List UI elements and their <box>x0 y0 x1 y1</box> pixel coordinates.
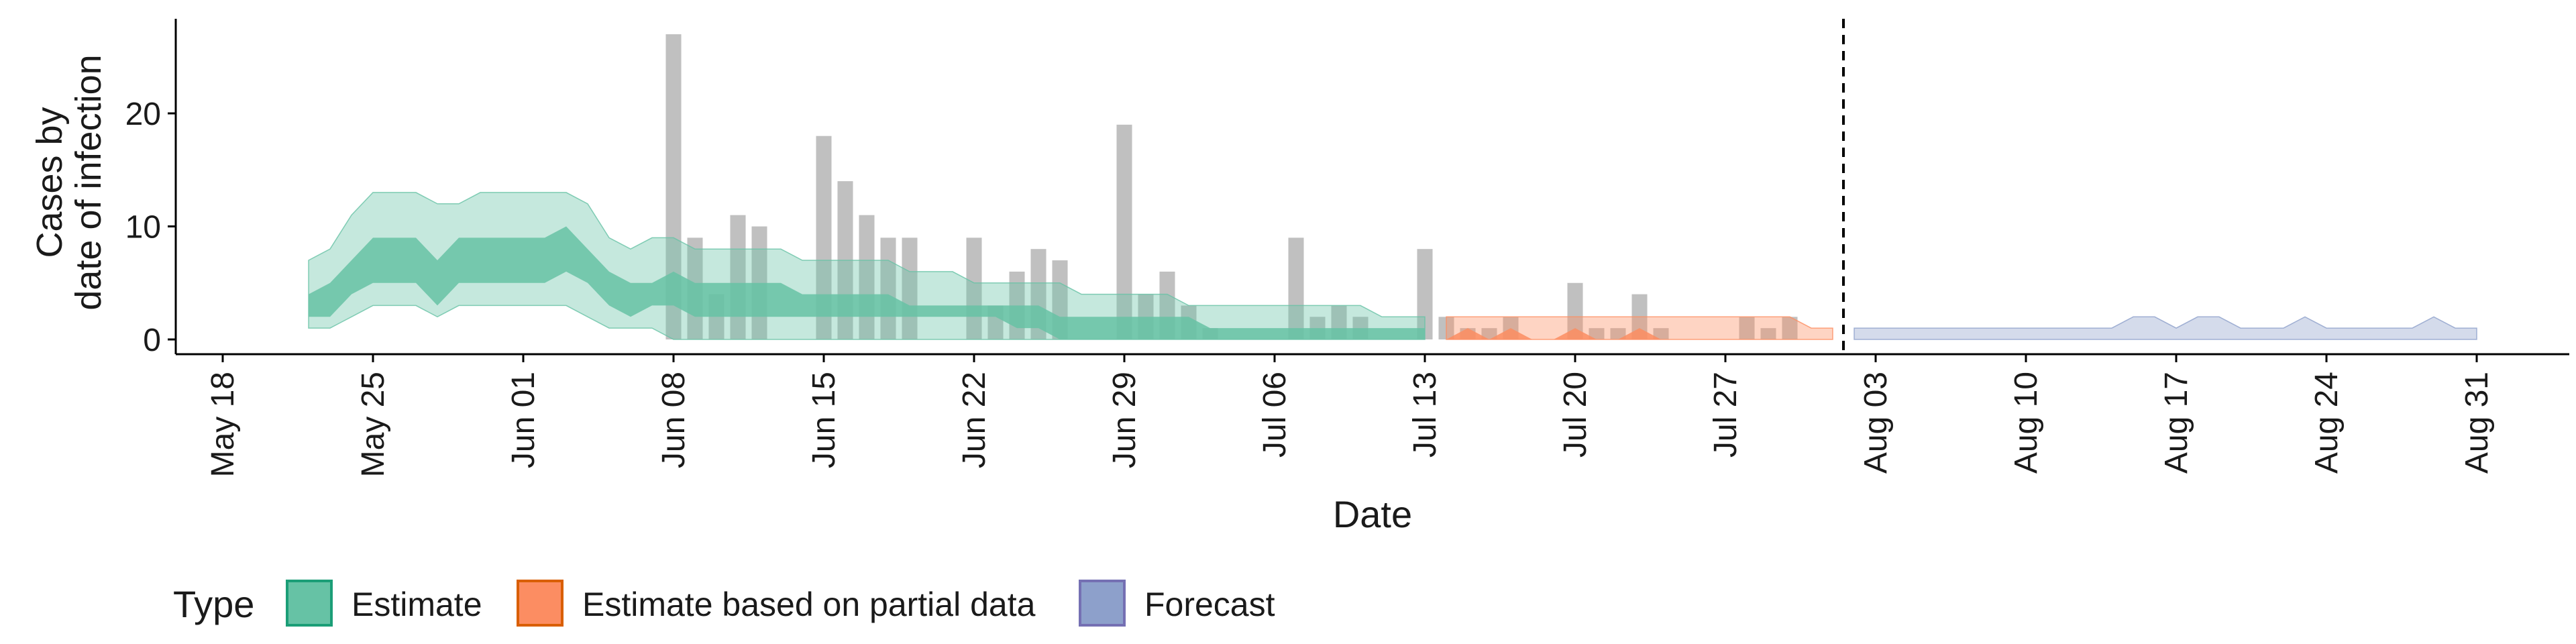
x-tick-label-2020-08-17: Aug 17 <box>2159 372 2194 474</box>
x-tick-label-2020-08-03: Aug 03 <box>1858 372 1894 474</box>
bar-2020-07-28 <box>1739 317 1755 339</box>
legend-label-forecast: Forecast <box>1144 586 1275 623</box>
y-axis-title-line-1: Cases by <box>30 107 70 258</box>
bar-2020-07-16 <box>1481 328 1497 339</box>
bar-2020-07-21 <box>1589 328 1605 339</box>
y-tick-label-20: 20 <box>125 97 161 132</box>
x-tick-label-2020-08-24: Aug 24 <box>2309 372 2345 474</box>
x-tick-label-2020-07-13: Jul 13 <box>1407 372 1443 458</box>
ribbon-layer <box>308 192 2477 340</box>
ribbon-inner-estimate <box>309 226 1425 339</box>
legend-key-forecast <box>1079 580 1126 627</box>
y-tick-label-0: 0 <box>143 323 161 358</box>
legend-title: Type <box>173 583 254 625</box>
bar-2020-07-07 <box>1288 237 1304 339</box>
x-axis-title: Date <box>1333 493 1412 535</box>
x-tick-label-2020-06-15: Jun 15 <box>806 372 842 468</box>
y-axis-title-line-2: date of infection <box>68 54 109 310</box>
y-tick-label-10: 10 <box>125 210 161 246</box>
bar-2020-06-08 <box>665 34 682 340</box>
x-tick-label-2020-05-25: May 25 <box>356 372 391 477</box>
legend: Type Estimate Estimate based on partial d… <box>173 580 1275 627</box>
axes: 0 10 20 May 18 May 25 Jun 01 Jun 08 Jun 15 Jun … <box>125 19 2569 477</box>
x-tick-label-2020-05-18: May 18 <box>205 372 241 477</box>
y-axis-ticks: 0 10 20 <box>125 97 176 358</box>
bar-2020-06-15 <box>816 136 832 339</box>
legend-label-estimate-based-on-partial-data: Estimate based on partial data <box>582 586 1036 623</box>
bar-2020-06-29 <box>1116 124 1132 339</box>
bar-2020-07-20 <box>1567 282 1583 339</box>
x-tick-label-2020-08-31: Aug 31 <box>2459 372 2495 474</box>
x-tick-label-2020-07-20: Jul 20 <box>1558 372 1593 458</box>
legend-label-estimate: Estimate <box>352 586 482 623</box>
bar-2020-07-30 <box>1782 317 1798 339</box>
legend-key-estimate <box>286 580 333 627</box>
x-tick-label-2020-06-29: Jun 29 <box>1107 372 1142 468</box>
bar-2020-07-22 <box>1610 328 1626 339</box>
x-tick-label-2020-08-10: Aug 10 <box>2008 372 2044 474</box>
x-tick-label-2020-06-08: Jun 08 <box>656 372 692 468</box>
ribbon-outer-forecast <box>1854 316 2477 340</box>
y-axis-title: Cases by date of infection <box>30 54 109 310</box>
x-tick-label-2020-06-01: Jun 01 <box>506 372 541 468</box>
x-tick-label-2020-07-27: Jul 27 <box>1708 372 1743 458</box>
bar-2020-07-29 <box>1760 328 1776 339</box>
x-tick-label-2020-06-22: Jun 22 <box>957 372 992 468</box>
x-axis-ticks: May 18 May 25 Jun 01 Jun 08 Jun 15 Jun 22 Jun … <box>205 354 2495 477</box>
legend-items: Estimate Estimate based on partial data Fo… <box>286 580 1275 627</box>
ribbon-inner-estimate-based-on-partial-data <box>1446 328 1833 339</box>
bar-2020-07-24 <box>1653 328 1669 339</box>
legend-key-estimate-based-on-partial-data <box>517 580 564 627</box>
x-tick-label-2020-07-06: Jul 06 <box>1257 372 1293 458</box>
